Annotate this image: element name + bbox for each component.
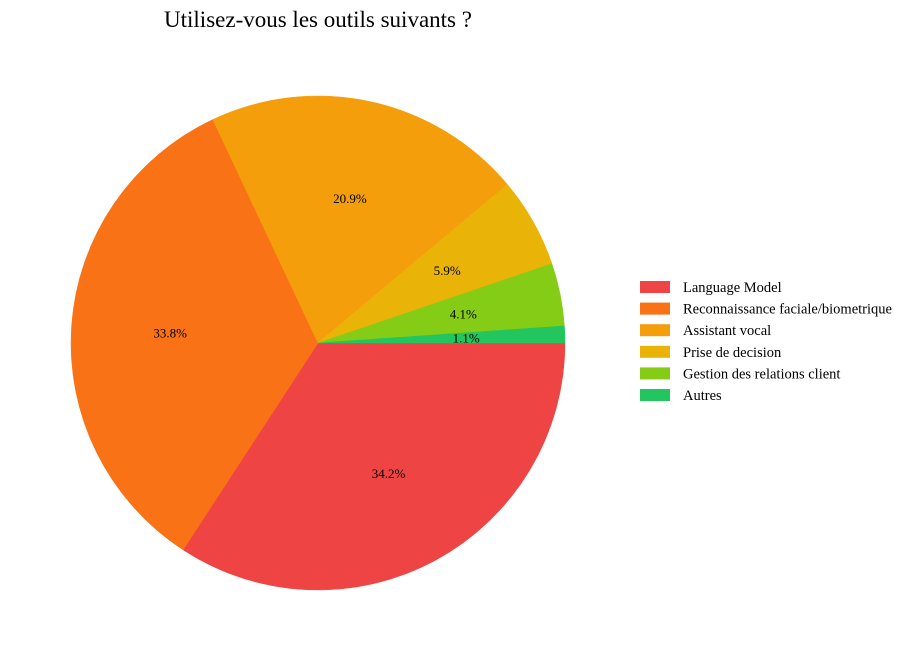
pie-slice-1 [70,119,319,551]
legend-swatch-0 [640,281,670,293]
pie-slice-5 [317,325,566,344]
pie-slice-label-5: 1.1% [453,330,480,345]
pie-slice-label-3: 5.9% [434,263,461,278]
legend-label-5: Autres [683,388,722,404]
pie-slices [70,95,566,591]
pie-slice-label-2: 20.9% [333,191,367,206]
legend-label-1: Reconnaissance faciale/biometrique [683,302,892,318]
pie-slice-label-1: 33.8% [153,325,187,340]
legend-swatch-4 [640,367,670,380]
legend-swatch-5 [640,389,670,401]
legend-label-0: Language Model [683,280,782,296]
legend-label-4: Gestion des relations client [683,366,840,382]
chart-title: Utilisez-vous les outils suivants ? [164,7,472,32]
pie-slice-2 [212,95,508,344]
legend-label-3: Prise de decision [683,345,782,361]
legend-swatch-2 [640,324,670,337]
pie-slice-label-4: 4.1% [450,306,477,321]
pie-slice-0 [182,342,566,591]
pie-slice-labels: 34.2% 33.8% 20.9% 5.9% 4.1% 1.1% [153,191,479,481]
pie-slice-label-0: 34.2% [372,466,406,481]
legend-label-2: Assistant vocal [683,323,771,339]
legend-swatch-1 [640,302,670,315]
legend: Language Model Reconnaissance faciale/bio… [640,280,892,404]
legend-swatch-3 [640,345,670,358]
